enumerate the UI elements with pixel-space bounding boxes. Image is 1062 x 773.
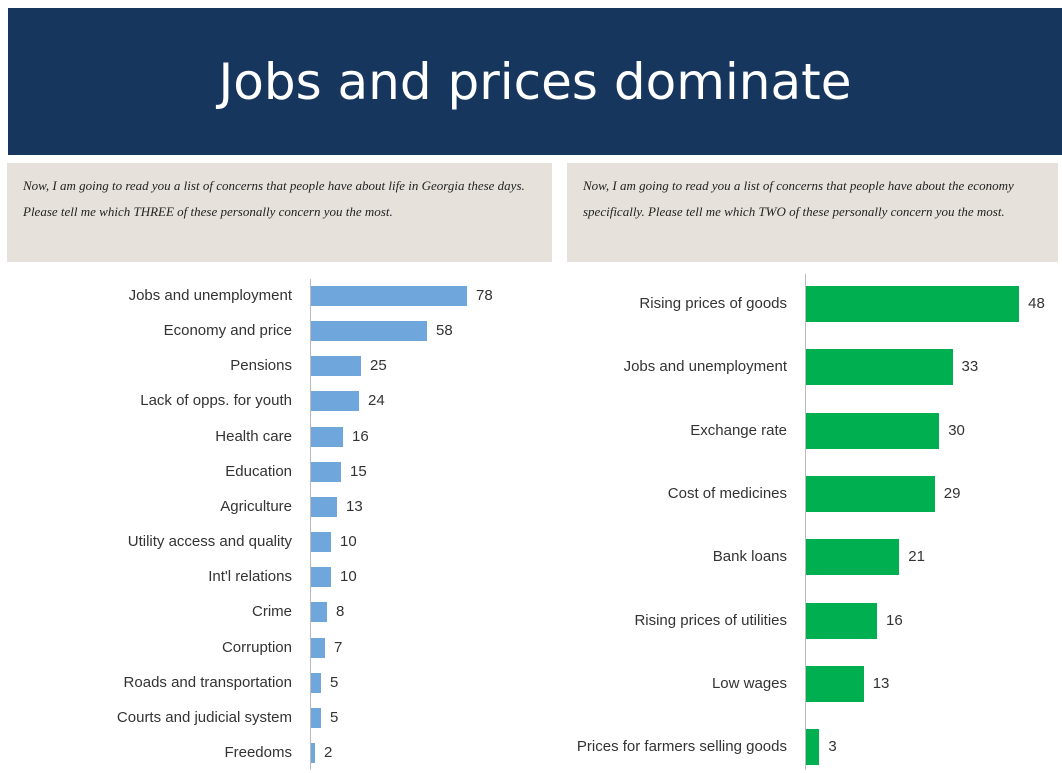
category-label: Crime: [252, 603, 292, 621]
bar: [311, 391, 359, 412]
question-text: Now, I am going to read you a list of co…: [567, 163, 1058, 262]
value-label: 16: [352, 427, 369, 445]
slide-title: Jobs and prices dominate: [8, 8, 1062, 155]
value-label: 13: [872, 674, 890, 692]
value-label: 48: [1028, 295, 1045, 312]
category-label: Economy and price: [163, 322, 292, 340]
category-label: Low wages: [711, 674, 787, 692]
value-label: 16: [886, 611, 903, 629]
category-label: Education: [225, 462, 292, 480]
bar: [311, 637, 325, 658]
bar: [311, 742, 315, 763]
value-label: 10: [340, 533, 357, 551]
category-label: Cost of medicines: [667, 484, 787, 502]
category-label: Exchange rate: [690, 421, 787, 439]
category-label: Bank loans: [712, 548, 787, 566]
bar: [806, 539, 900, 576]
bar: [311, 672, 321, 693]
category-label: Pensions: [230, 357, 292, 375]
category-label: Roads and transportation: [123, 673, 292, 691]
value-label: 78: [476, 287, 493, 304]
value-label: 15: [350, 462, 367, 480]
bar: [806, 286, 1020, 322]
value-label: 33: [961, 358, 979, 376]
bar: [311, 496, 337, 517]
category-label: Corruption: [221, 638, 292, 656]
category-label: Health care: [215, 427, 292, 445]
axis-line: [310, 279, 311, 770]
category-label: Jobs and unemployment: [623, 358, 787, 376]
bar: [311, 707, 321, 728]
axis-line: [805, 274, 806, 770]
value-label: 8: [336, 603, 345, 621]
value-label: 30: [948, 421, 965, 439]
bar: [806, 729, 820, 766]
value-label: 3: [828, 738, 837, 756]
category-label: Freedoms: [224, 743, 292, 761]
value-label: 10: [340, 568, 357, 586]
bar: [806, 665, 864, 702]
value-label: 21: [908, 548, 925, 566]
value-label: 58: [436, 322, 453, 340]
bar: [311, 286, 467, 306]
bar: [311, 356, 361, 377]
bar: [311, 461, 341, 482]
value-label: 2: [324, 743, 333, 761]
bar: [311, 321, 427, 342]
value-label: 24: [368, 392, 385, 410]
value-label: 13: [346, 497, 363, 515]
bar: [311, 602, 327, 623]
value-label: 25: [370, 357, 387, 375]
value-label: 5: [330, 673, 339, 691]
value-label: 5: [330, 708, 339, 726]
bar: [806, 412, 940, 449]
category-label: Utility access and quality: [127, 533, 292, 551]
question-text: Now, I am going to read you a list of co…: [7, 163, 552, 262]
category-label: Rising prices of goods: [639, 295, 787, 312]
value-label: 7: [334, 638, 343, 656]
bar: [806, 349, 953, 386]
bar: [311, 426, 343, 447]
category-label: Jobs and unemployment: [128, 287, 292, 304]
category-label: Int'l relations: [208, 568, 292, 586]
category-label: Agriculture: [220, 497, 292, 515]
bar: [311, 567, 331, 588]
bar: [311, 532, 331, 553]
value-label: 29: [943, 484, 961, 502]
category-label: Lack of opps. for youth: [140, 392, 292, 410]
category-label: Rising prices of utilities: [634, 611, 787, 629]
category-label: Prices for farmers selling goods: [576, 738, 787, 756]
bar: [806, 475, 935, 512]
category-label: Courts and judicial system: [116, 708, 292, 726]
bar: [806, 602, 878, 639]
